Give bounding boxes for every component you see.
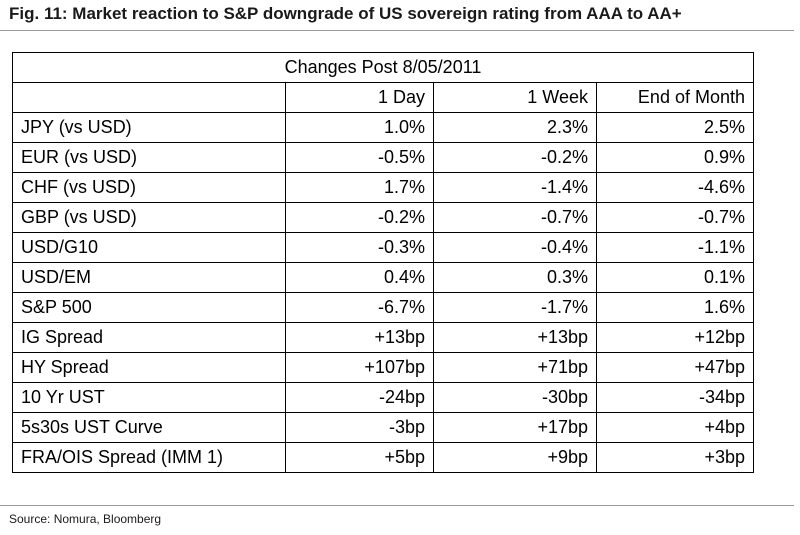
row-label: GBP (vs USD) (12, 202, 286, 233)
table-row: 10 Yr UST -24bp -30bp -34bp (12, 382, 754, 413)
table-row: 5s30s UST Curve -3bp +17bp +4bp (12, 412, 754, 443)
row-label: 10 Yr UST (12, 382, 286, 413)
table-row: CHF (vs USD) 1.7% -1.4% -4.6% (12, 172, 754, 203)
figure-title: Fig. 11: Market reaction to S&P downgrad… (9, 4, 682, 23)
cell-end-of-month: -34bp (596, 382, 754, 413)
cell-1-day: 1.0% (285, 112, 434, 143)
cell-1-day: -6.7% (285, 292, 434, 323)
cell-1-week: +71bp (433, 352, 597, 383)
cell-1-week: +13bp (433, 322, 597, 353)
market-reaction-table: Changes Post 8/05/2011 1 Day 1 Week End … (12, 52, 754, 473)
cell-1-week: +9bp (433, 442, 597, 473)
cell-1-day: 1.7% (285, 172, 434, 203)
cell-1-day: -0.3% (285, 232, 434, 263)
cell-1-week: +17bp (433, 412, 597, 443)
cell-end-of-month: +12bp (596, 322, 754, 353)
table-row: EUR (vs USD) -0.5% -0.2% 0.9% (12, 142, 754, 173)
cell-1-week: -1.4% (433, 172, 597, 203)
cell-1-week: -1.7% (433, 292, 597, 323)
group-header-row: Changes Post 8/05/2011 (12, 52, 754, 83)
cell-1-week: -30bp (433, 382, 597, 413)
column-header-1-week: 1 Week (433, 82, 597, 113)
column-header-row: 1 Day 1 Week End of Month (12, 82, 754, 113)
group-header: Changes Post 8/05/2011 (12, 52, 754, 83)
table-row: HY Spread +107bp +71bp +47bp (12, 352, 754, 383)
row-label: S&P 500 (12, 292, 286, 323)
row-label: CHF (vs USD) (12, 172, 286, 203)
cell-1-week: 0.3% (433, 262, 597, 293)
cell-end-of-month: 1.6% (596, 292, 754, 323)
row-label: USD/G10 (12, 232, 286, 263)
cell-1-week: -0.2% (433, 142, 597, 173)
table-row: IG Spread +13bp +13bp +12bp (12, 322, 754, 353)
row-label: IG Spread (12, 322, 286, 353)
row-label: EUR (vs USD) (12, 142, 286, 173)
cell-1-day: -0.5% (285, 142, 434, 173)
cell-end-of-month: -4.6% (596, 172, 754, 203)
cell-end-of-month: 2.5% (596, 112, 754, 143)
cell-1-week: -0.7% (433, 202, 597, 233)
table-row: S&P 500 -6.7% -1.7% 1.6% (12, 292, 754, 323)
row-label-header (12, 82, 286, 113)
cell-1-day: 0.4% (285, 262, 434, 293)
footer-divider (0, 505, 794, 506)
cell-end-of-month: 0.9% (596, 142, 754, 173)
column-header-end-of-month: End of Month (596, 82, 754, 113)
row-label: JPY (vs USD) (12, 112, 286, 143)
cell-1-day: +13bp (285, 322, 434, 353)
cell-end-of-month: -1.1% (596, 232, 754, 263)
table-container: Changes Post 8/05/2011 1 Day 1 Week End … (12, 52, 754, 473)
table-row: GBP (vs USD) -0.2% -0.7% -0.7% (12, 202, 754, 233)
cell-1-day: -0.2% (285, 202, 434, 233)
cell-1-day: +5bp (285, 442, 434, 473)
cell-end-of-month: +4bp (596, 412, 754, 443)
table-row: JPY (vs USD) 1.0% 2.3% 2.5% (12, 112, 754, 143)
cell-1-day: +107bp (285, 352, 434, 383)
cell-1-week: 2.3% (433, 112, 597, 143)
column-header-1-day: 1 Day (285, 82, 434, 113)
row-label: HY Spread (12, 352, 286, 383)
cell-end-of-month: +47bp (596, 352, 754, 383)
table-row: USD/EM 0.4% 0.3% 0.1% (12, 262, 754, 293)
row-label: 5s30s UST Curve (12, 412, 286, 443)
cell-end-of-month: -0.7% (596, 202, 754, 233)
cell-1-day: -3bp (285, 412, 434, 443)
row-label: USD/EM (12, 262, 286, 293)
title-divider (0, 30, 794, 31)
table-row: USD/G10 -0.3% -0.4% -1.1% (12, 232, 754, 263)
cell-1-week: -0.4% (433, 232, 597, 263)
cell-1-day: -24bp (285, 382, 434, 413)
source-note: Source: Nomura, Bloomberg (9, 512, 162, 526)
cell-end-of-month: +3bp (596, 442, 754, 473)
cell-end-of-month: 0.1% (596, 262, 754, 293)
row-label: FRA/OIS Spread (IMM 1) (12, 442, 286, 473)
table-row: FRA/OIS Spread (IMM 1) +5bp +9bp +3bp (12, 442, 754, 473)
